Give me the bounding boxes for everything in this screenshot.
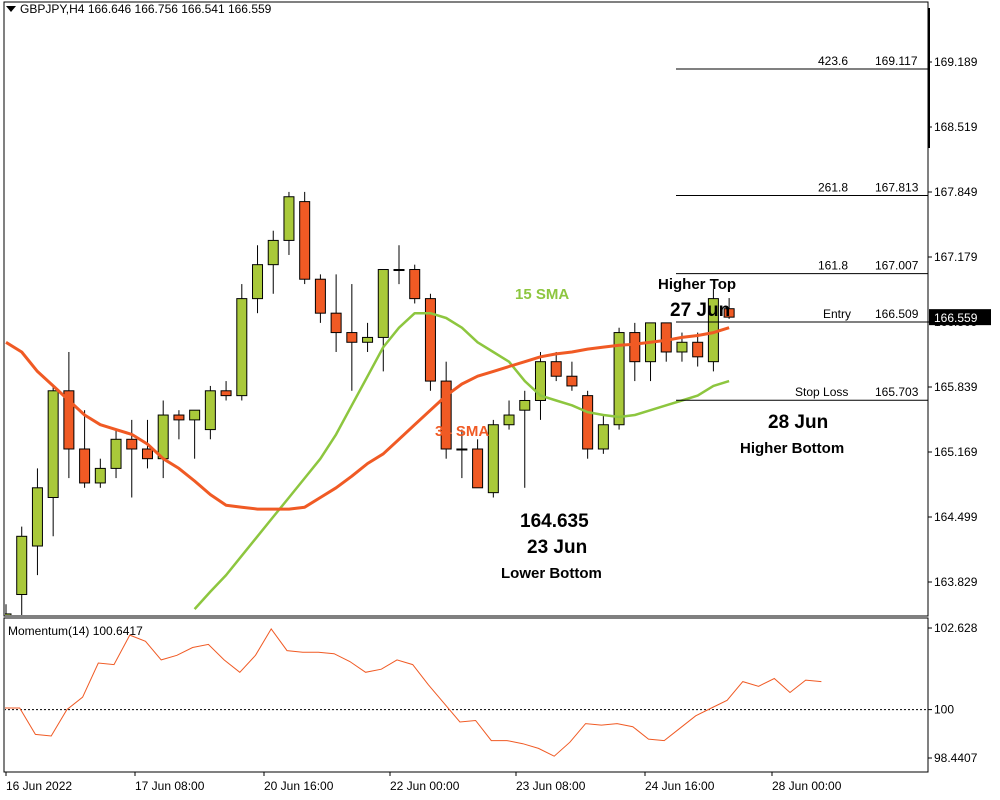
price-axis-label: 168.519: [934, 120, 978, 134]
time-axis-label: 28 Jun 00:00: [772, 779, 842, 793]
candle-body: [47, 390, 59, 498]
price-pane-frame: [3, 1, 929, 617]
candle-body: [424, 298, 436, 382]
momentum-axis-label: 102.628: [934, 621, 978, 635]
fib-price-label: 167.813: [875, 180, 919, 194]
fib-ratio-label: 261.8: [818, 180, 848, 194]
time-axis-label: 20 Jun 16:00: [264, 779, 334, 793]
candle-body: [377, 269, 389, 338]
symbol-dropdown-icon[interactable]: [6, 6, 16, 12]
time-axis-label: 24 Jun 16:00: [645, 779, 715, 793]
momentum-plot-area: [5, 627, 927, 757]
time-axis-label: 16 Jun 2022: [6, 779, 72, 793]
fib-ratio-label: 161.8: [818, 259, 848, 273]
chart-annotation: 23 Jun: [527, 537, 587, 558]
price-axis-label: 165.169: [934, 445, 978, 459]
candle-body: [440, 380, 452, 450]
sma-34-line: [5, 326, 730, 511]
candle-body: [94, 467, 106, 484]
momentum-axis-label: 100: [934, 703, 954, 717]
price-axis-label: 167.179: [934, 250, 978, 264]
current-price-label: 166.559: [934, 311, 978, 325]
candle-body: [723, 308, 735, 318]
candle-body: [252, 264, 264, 300]
candle-body: [597, 424, 609, 450]
fib-ratio-label: 423.6: [818, 54, 848, 68]
candle-body: [110, 438, 122, 469]
fib-price-label: 167.007: [875, 259, 919, 273]
sma-15-line: [193, 311, 730, 610]
candle-body: [534, 361, 546, 401]
chart-annotation: 27 Jun: [670, 300, 730, 321]
candle-body: [236, 298, 248, 397]
time-axis-label: 17 Jun 08:00: [135, 779, 205, 793]
candle-body: [692, 341, 704, 358]
candle-body: [676, 341, 688, 353]
momentum-line: [5, 627, 822, 757]
chart-annotation: 34 SMA: [435, 423, 489, 440]
candle-body: [582, 395, 594, 450]
fib-name-label: Stop Loss: [795, 385, 848, 399]
price-axis-label: 164.499: [934, 510, 978, 524]
candle-body: [629, 332, 641, 363]
time-axis-label: 22 Jun 00:00: [390, 779, 460, 793]
candle-body: [220, 390, 232, 397]
candle-body: [31, 487, 43, 547]
candle-body: [487, 424, 499, 494]
candle-body: [550, 361, 562, 377]
candle-body: [283, 196, 295, 241]
candle-body: [519, 399, 531, 411]
candle-body: [126, 438, 138, 450]
candle-body: [472, 448, 484, 489]
candle-body: [157, 414, 169, 460]
ohlc-values: 166.646 166.756 166.541 166.559: [87, 2, 272, 16]
time-axis-label: 23 Jun 08:00: [516, 779, 586, 793]
candle-body: [204, 390, 216, 431]
fib-price-label: 165.703: [875, 385, 919, 399]
candle-body: [189, 409, 201, 421]
chart-header: GBPJPY,H4 166.646 166.756 166.541 166.55…: [20, 2, 271, 16]
candle-body: [456, 448, 468, 451]
candle-body: [5, 613, 12, 615]
fib-price-label: 166.509: [875, 307, 919, 321]
candle-body: [314, 278, 326, 314]
candle-body: [299, 201, 311, 280]
price-axis-label: 167.849: [934, 185, 978, 199]
candle-body: [16, 535, 28, 596]
candle-body: [330, 312, 342, 334]
chart-annotation: Higher Top: [658, 276, 736, 293]
candle-body: [566, 375, 578, 387]
momentum-axis-label: 98.4407: [934, 751, 978, 765]
candle-body: [346, 332, 358, 343]
fib-price-label: 169.117: [875, 54, 918, 68]
chart-annotation: 164.635: [520, 511, 589, 532]
candle-body: [660, 322, 672, 353]
chart-annotation: 28 Jun: [768, 412, 828, 433]
price-axis-label: 163.829: [934, 575, 978, 589]
candle-body: [141, 448, 153, 460]
current-price-box: [929, 309, 991, 326]
symbol-label: GBPJPY,H4: [20, 2, 85, 16]
candle-body: [613, 332, 625, 426]
momentum-title: Momentum(14) 100.6417: [8, 624, 143, 638]
chart-annotation: Higher Bottom: [740, 440, 844, 457]
candle-body: [63, 390, 75, 450]
candle-body: [79, 448, 91, 484]
chart-annotation: Lower Bottom: [501, 565, 602, 582]
price-axis-label: 169.189: [934, 55, 978, 69]
price-axis-label: 165.839: [934, 380, 978, 394]
candle-body: [409, 269, 421, 300]
candle-body: [362, 336, 374, 343]
fib-name-label: Entry: [823, 307, 851, 321]
price-plot-area: [5, 191, 735, 615]
candle-body: [173, 414, 185, 421]
chart-annotation: 15 SMA: [515, 286, 569, 303]
momentum-pane-frame: [3, 617, 929, 773]
candle-body: [267, 239, 279, 266]
candle-body: [503, 414, 515, 426]
candle-body: [393, 269, 405, 272]
